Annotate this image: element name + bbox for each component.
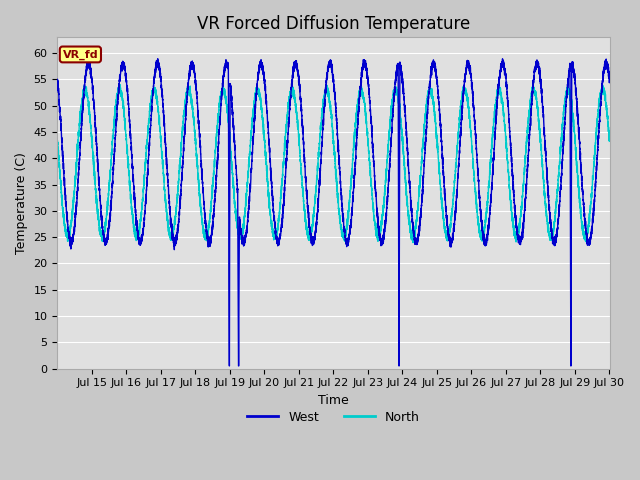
X-axis label: Time: Time [318,394,349,407]
North [116,82,124,87]
West [380,231,388,237]
Line: North: North [58,84,609,242]
Y-axis label: Temperature (C): Temperature (C) [15,152,28,254]
West [54,80,61,86]
North [409,240,417,245]
West [225,363,233,369]
Text: VR_fd: VR_fd [63,49,98,60]
Legend: West, North: West, North [242,406,425,429]
North [81,89,89,95]
West [463,60,470,66]
Line: West: West [58,59,609,366]
Title: VR Forced Diffusion Temperature: VR Forced Diffusion Temperature [197,15,470,33]
North [463,96,470,102]
West [492,110,500,116]
North [404,210,412,216]
West [404,162,412,168]
North [253,86,261,92]
West [154,56,161,61]
North [54,139,61,144]
West [81,77,89,83]
West [253,78,261,84]
West [605,75,613,81]
North [605,138,613,144]
North [380,198,388,204]
North [492,96,500,102]
